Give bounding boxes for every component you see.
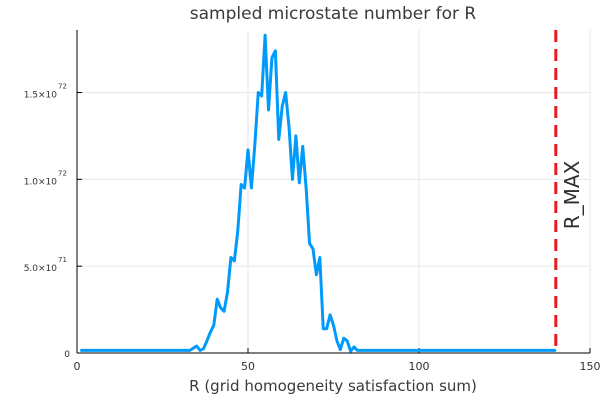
data-point (216, 298, 218, 300)
data-point (202, 348, 205, 350)
x-tick-label: 0 (74, 360, 81, 373)
y-tick-exponent: 72 (58, 169, 67, 177)
data-point (271, 57, 273, 59)
data-point (288, 126, 290, 128)
data-point (339, 348, 341, 351)
data-point (144, 349, 146, 351)
data-point (555, 349, 557, 351)
data-point (308, 243, 311, 245)
data-point (189, 349, 191, 351)
data-point (257, 91, 259, 94)
data-point (302, 145, 304, 147)
chart-title: sampled microstate number for R (190, 4, 477, 24)
data-point (110, 349, 112, 351)
data-point (226, 291, 229, 293)
data-point (223, 310, 225, 312)
data-point (418, 349, 420, 351)
data-point (79, 349, 82, 351)
data-point (305, 187, 307, 189)
data-point (206, 340, 208, 342)
data-point (346, 340, 348, 342)
data-point (209, 331, 211, 333)
data-point (336, 340, 338, 342)
data-point (312, 248, 314, 250)
rmax-marker: R_MAX (554, 30, 584, 353)
data-point (240, 183, 242, 186)
data-point (329, 314, 331, 316)
y-tick-label: 5.0×10 (24, 264, 58, 274)
x-ticks: 0 50 100 150 (74, 348, 600, 373)
data-point (199, 349, 201, 351)
data-point (278, 138, 280, 140)
data-point (274, 50, 276, 52)
data-point (350, 350, 352, 352)
data-point (233, 260, 235, 262)
data-point (281, 105, 283, 108)
x-tick-label: 100 (409, 360, 430, 373)
data-point (486, 349, 488, 351)
y-tick-exponent: 71 (58, 256, 67, 264)
data-point (267, 109, 270, 111)
data-point (326, 328, 328, 330)
data-point (295, 135, 297, 137)
data-point (521, 349, 523, 351)
y-tick-exponent: 72 (58, 83, 67, 91)
data-point (319, 256, 321, 259)
data-point (261, 95, 263, 97)
data-point (196, 345, 198, 347)
data-point (220, 307, 222, 309)
grid (76, 30, 591, 354)
data-point (452, 349, 454, 351)
series-layer (79, 33, 557, 353)
rmax-label: R_MAX (560, 160, 584, 229)
data-point (285, 91, 287, 94)
data-point (384, 349, 386, 351)
data-point (230, 256, 232, 259)
y-tick-label: 1.5×10 (24, 91, 58, 101)
data-point (353, 346, 355, 348)
data-point (264, 34, 266, 36)
data-point (332, 324, 335, 326)
y-tick-label: 0 (64, 350, 70, 360)
x-axis-label: R (grid homogeneity satisfaction sum) (189, 377, 477, 395)
data-point (291, 178, 294, 180)
data-point (179, 349, 181, 351)
data-point (254, 144, 256, 146)
data-point (213, 324, 215, 326)
data-point (343, 337, 345, 339)
data-point (322, 328, 324, 330)
x-tick-label: 50 (241, 360, 255, 373)
data-point (356, 349, 359, 351)
data-point (298, 182, 300, 184)
x-tick-label: 150 (580, 360, 600, 373)
data-point (237, 230, 239, 233)
data-point (250, 187, 253, 189)
y-tick-label: 1.0×10 (24, 177, 58, 187)
data-point (247, 149, 249, 151)
data-point (315, 274, 317, 276)
series-line (80, 33, 556, 353)
data-point (243, 187, 246, 189)
